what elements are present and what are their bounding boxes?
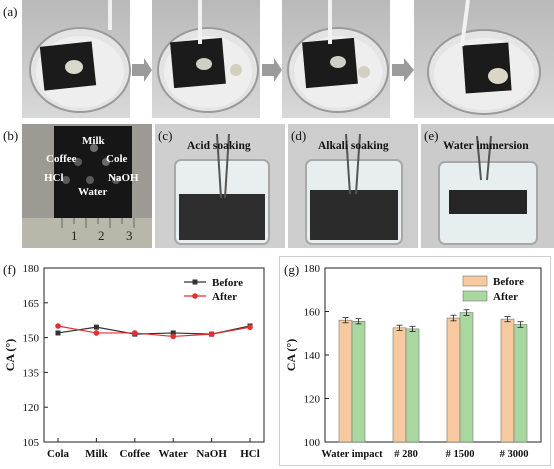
y-axis-label: CA (°) xyxy=(284,339,298,371)
photo-d: (d) Alkali soaking xyxy=(288,124,418,248)
photo-a-frame-3 xyxy=(282,0,390,118)
label-e: (e) xyxy=(424,128,439,143)
y-tick-label: 120 xyxy=(304,394,321,406)
y-tick-label: 140 xyxy=(304,350,321,362)
photo-c: (c) Acid soaking xyxy=(155,124,285,248)
label-coffee: Coffee xyxy=(46,153,77,165)
caption-alkali-soaking: Alkali soaking xyxy=(318,140,389,152)
bar-after xyxy=(513,324,528,443)
data-point-after xyxy=(132,330,138,336)
arrow-right-icon xyxy=(262,58,282,82)
x-tick-label: # 3000 xyxy=(500,449,529,460)
bar-before xyxy=(392,327,407,443)
bar-before xyxy=(338,319,353,443)
chart-g: 100 120 140 160 180 CA (°) Water impact # 280 # … xyxy=(284,263,542,460)
data-point-after xyxy=(93,330,100,336)
photo-e: (e) Water immersion xyxy=(421,124,554,248)
y-tick-label: 120 xyxy=(23,402,40,414)
y-tick-label: 165 xyxy=(23,298,40,310)
label-water: Water xyxy=(78,186,108,198)
chart-f: 105 120 135 150 165 180 Cola Milk Coffee Water NaO… xyxy=(3,263,265,460)
caption-water-immersion: Water immersion xyxy=(443,140,529,152)
y-tick-label: 135 xyxy=(23,367,40,379)
bar-after xyxy=(459,312,474,443)
x-tick-label: Water impact xyxy=(321,449,383,460)
x-tick-label: Coffee xyxy=(120,448,151,460)
y-tick-label: 150 xyxy=(23,333,40,345)
label-cole: Cole xyxy=(106,153,128,165)
panel-label-f: (f) xyxy=(3,262,16,277)
x-tick-label: Water xyxy=(159,448,188,460)
legend-label-before: Before xyxy=(493,276,524,288)
data-point-before xyxy=(55,330,61,336)
series-line-after xyxy=(57,325,251,338)
y-tick-label: 180 xyxy=(304,263,321,275)
x-tick-label: # 1500 xyxy=(446,449,475,460)
legend-swatch-after xyxy=(462,290,488,302)
label-milk: Milk xyxy=(82,135,105,147)
data-point-after xyxy=(55,323,61,329)
photo-a-sequence xyxy=(22,0,554,118)
bar-before xyxy=(500,318,515,443)
legend-label-after: After xyxy=(493,291,518,303)
arrow-right-icon xyxy=(392,58,414,82)
y-tick-label: 105 xyxy=(23,437,40,449)
y-tick-label: 180 xyxy=(23,263,40,275)
legend-marker-before xyxy=(192,279,198,285)
photo-a-frame-1 xyxy=(22,0,131,118)
photo-b: Milk Coffee Cole HCl NaOH Water 1 2 3 xyxy=(22,124,152,248)
label-naoh: NaOH xyxy=(108,172,139,184)
legend-swatch-before xyxy=(462,275,488,287)
data-point-after xyxy=(208,331,215,337)
bar-before xyxy=(446,317,461,443)
legend-label-before: Before xyxy=(212,277,243,289)
data-point-after xyxy=(170,333,176,340)
label-hcl: HCl xyxy=(44,172,64,184)
y-axis-label: CA (°) xyxy=(3,339,17,371)
x-tick-label: Milk xyxy=(85,448,108,460)
arrow-right-icon xyxy=(132,58,152,82)
ruler-number-1: 1 xyxy=(71,228,78,243)
x-tick-label: # 280 xyxy=(394,449,418,460)
x-tick-label: NaOH xyxy=(196,448,227,460)
data-point-before xyxy=(93,324,99,330)
data-point-before xyxy=(170,330,176,336)
label-d: (d) xyxy=(291,128,307,143)
panel-label-g: (g) xyxy=(284,262,300,277)
legend-label-after: After xyxy=(212,291,237,303)
panel-label-b: (b) xyxy=(3,128,19,143)
panel-label-a: (a) xyxy=(3,4,18,19)
panel-g-frame xyxy=(279,256,551,466)
caption-acid-soaking: Acid soaking xyxy=(187,140,251,152)
bar-after xyxy=(351,320,366,443)
data-point-after xyxy=(247,324,253,330)
photo-a-frame-4 xyxy=(414,0,554,118)
plot-frame xyxy=(43,267,265,443)
x-tick-label: Cola xyxy=(47,448,70,460)
y-tick-label: 160 xyxy=(304,307,321,319)
x-tick-label: HCl xyxy=(240,448,260,460)
bar-after xyxy=(405,328,420,443)
label-c: (c) xyxy=(158,128,173,143)
ruler-number-3: 3 xyxy=(126,228,133,243)
legend-marker-after xyxy=(192,293,198,299)
y-tick-label: 100 xyxy=(304,437,321,449)
ruler-number-2: 2 xyxy=(98,228,105,243)
photo-a-frame-2 xyxy=(152,0,260,118)
